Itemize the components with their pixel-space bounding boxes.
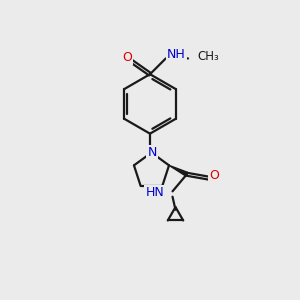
Text: HN: HN: [146, 186, 164, 199]
Text: CH₃: CH₃: [197, 50, 219, 63]
Text: N: N: [147, 146, 157, 159]
Polygon shape: [169, 165, 188, 176]
Text: O: O: [122, 51, 132, 64]
Text: NH: NH: [167, 48, 186, 62]
Text: O: O: [209, 169, 219, 182]
